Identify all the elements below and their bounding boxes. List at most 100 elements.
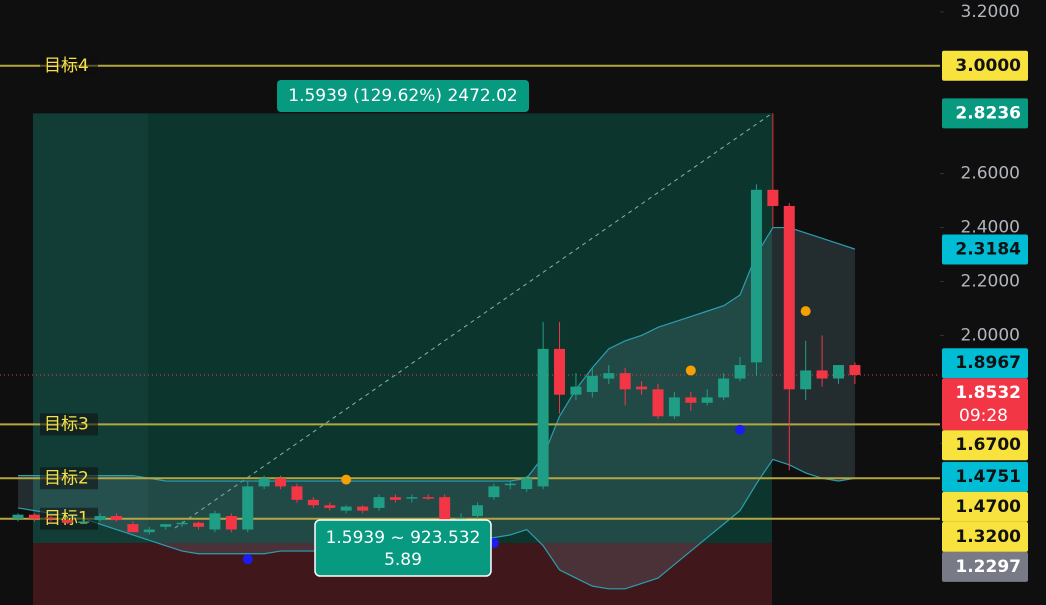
price-box-label: 1.4700 [955, 497, 1021, 517]
price-box-label: 1.8967 [955, 353, 1021, 373]
candle-body [652, 389, 664, 417]
candle-body [389, 497, 401, 500]
measure-area [33, 113, 772, 544]
candle-body [78, 521, 90, 523]
price-box-label: 3.0000 [955, 56, 1021, 76]
measure-top-label-bg [277, 80, 529, 112]
candle-body [406, 497, 418, 499]
price-box [942, 50, 1028, 81]
candle-body [554, 348, 566, 395]
candle-body [734, 365, 746, 379]
candle-body [619, 373, 631, 390]
candle-body [488, 486, 500, 498]
price-box [942, 461, 1028, 492]
candle-body [422, 497, 434, 499]
band-fill [18, 227, 855, 589]
signal-dot [242, 554, 253, 565]
price-box-label: 2.3184 [955, 240, 1021, 260]
candle-body [340, 506, 352, 511]
candle-body [521, 478, 533, 490]
candle-body [471, 505, 483, 517]
signal-dot [341, 474, 352, 485]
y-tick-label: 2.0000 [961, 325, 1020, 345]
candle-body [110, 516, 122, 521]
target-label-bg [40, 413, 98, 436]
price-box [942, 491, 1028, 522]
signal-dot [685, 365, 696, 376]
candle-body [373, 497, 385, 508]
price-box-label: 1.8532 [955, 383, 1021, 403]
candle-body [225, 516, 237, 530]
candle-body [750, 189, 762, 363]
candle-body [586, 375, 598, 393]
candle-body [636, 386, 648, 390]
band-upper [18, 226, 856, 482]
price-box [942, 521, 1028, 552]
candle-body [291, 486, 303, 500]
price-box [942, 348, 1028, 379]
measure-bottom-label-bg [314, 519, 492, 577]
target-label-bg [40, 507, 98, 530]
price-box-label: 1.4751 [955, 467, 1021, 487]
candle-body [45, 517, 57, 519]
candle-body [685, 397, 697, 403]
target-label-bg [40, 467, 98, 490]
measure-top-label: 1.5939 (129.62%) 2472.02 [288, 86, 518, 106]
price-box-label: 1.6700 [955, 435, 1021, 455]
candle-body [800, 370, 812, 390]
y-tick-label: 2.2000 [961, 271, 1020, 291]
measure-diagonal [174, 112, 773, 529]
candle-body [668, 397, 680, 417]
y-tick-label: 2.6000 [961, 164, 1020, 184]
candle-body [504, 483, 516, 486]
candle-body [258, 478, 270, 487]
candle-body [816, 370, 828, 379]
candle-body [603, 373, 615, 379]
candle-body [127, 524, 139, 533]
price-box-label: 1.2297 [955, 557, 1021, 577]
candle-body [176, 522, 188, 525]
candle-body [537, 348, 549, 487]
candle-body [242, 486, 254, 530]
price-box [942, 234, 1028, 265]
candle-body [209, 513, 221, 530]
candle-body [324, 505, 336, 508]
target-name: 目标1 [44, 509, 89, 529]
measure-bottom-label: 1.5939 ~ 923.532 [326, 528, 481, 548]
candle-body [849, 365, 861, 375]
price-box-timer: 09:28 [959, 406, 1008, 426]
candle-body [767, 189, 779, 206]
candle-body [570, 386, 582, 395]
price-box [942, 551, 1028, 582]
candle-body [307, 499, 319, 506]
candle-body [275, 478, 287, 487]
candle-body [12, 514, 24, 519]
candle-body [701, 397, 713, 403]
candle-body [783, 205, 795, 390]
candle-body [143, 529, 155, 533]
candle-body [357, 506, 369, 511]
target-name: 目标3 [44, 414, 89, 434]
target-name: 目标4 [44, 56, 89, 76]
candle-body [439, 497, 451, 522]
price-box [942, 378, 1028, 431]
price-box [942, 98, 1028, 129]
candle-body [94, 516, 106, 521]
target-label-bg [40, 54, 98, 77]
candle-body [718, 378, 730, 398]
measure-bottom-sublabel: 5.89 [384, 550, 422, 570]
candle-body [28, 514, 40, 519]
signal-dot [800, 306, 811, 317]
candle-body [193, 522, 205, 527]
target-name: 目标2 [44, 468, 89, 488]
price-box-label: 1.3200 [955, 527, 1021, 547]
candle-body [61, 520, 73, 523]
y-tick-label: 2.4000 [961, 218, 1020, 238]
price-box-label: 2.8236 [955, 103, 1021, 123]
candle-body [833, 365, 844, 379]
signal-dot [735, 424, 746, 435]
candle-body [160, 524, 172, 527]
price-box [942, 430, 1028, 461]
y-tick-label: 3.2000 [961, 2, 1020, 22]
